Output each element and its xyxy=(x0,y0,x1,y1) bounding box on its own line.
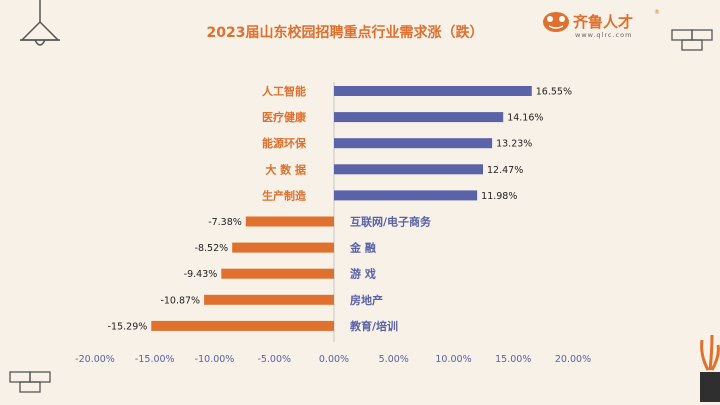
value-labels: 16.55% 14.16% 13.23% 12.47% 11.98% -7.38% -8.5… xyxy=(108,87,572,333)
value-label-6: -8.52% xyxy=(195,243,229,254)
category-label-9: 教育/培训 xyxy=(349,319,398,333)
bar-series xyxy=(151,86,532,331)
value-label-4: 11.98% xyxy=(481,191,517,202)
x-tick-label-0: -20.00% xyxy=(75,354,115,365)
category-label-7: 游 戏 xyxy=(350,267,376,281)
category-label-6: 金 融 xyxy=(349,241,376,255)
brand-logo: 齐鲁人才 ® www.qlrc.com xyxy=(543,9,660,39)
frog-logo-icon xyxy=(543,12,569,32)
value-label-5: -7.38% xyxy=(208,217,242,228)
x-tick-label-3: -5.00% xyxy=(257,354,291,365)
brick-decoration-bottom-left-icon xyxy=(9,371,51,393)
x-tick-label-6: 10.00% xyxy=(435,354,471,365)
brand-name: 齐鲁人才 xyxy=(573,13,633,31)
value-label-7: -9.43% xyxy=(184,269,218,280)
brick-decoration-top-right-icon xyxy=(671,29,713,51)
category-label-8: 房地产 xyxy=(350,293,383,307)
hanging-lamp-icon xyxy=(20,0,60,46)
bar-8 xyxy=(204,294,334,305)
bar-4 xyxy=(334,190,478,201)
x-tick-label-2: -10.00% xyxy=(195,354,235,365)
bar-2 xyxy=(334,138,493,149)
category-label-0: 人工智能 xyxy=(262,84,306,98)
value-label-0: 16.55% xyxy=(536,87,572,98)
value-label-8: -10.87% xyxy=(160,295,200,306)
x-tick-label-4: 0.00% xyxy=(319,354,349,365)
bar-3 xyxy=(334,164,484,175)
x-tick-label-1: -15.00% xyxy=(135,354,175,365)
bar-0 xyxy=(334,86,532,96)
category-label-3: 大 数 据 xyxy=(265,162,306,176)
chart-title: 2023届山东校园招聘重点行业需求涨（跌） xyxy=(207,24,484,41)
value-label-2: 13.23% xyxy=(496,139,532,150)
category-label-2: 能源环保 xyxy=(262,136,307,150)
brand-url: www.qlrc.com xyxy=(575,31,632,39)
bar-5 xyxy=(245,216,334,227)
brand-registered-mark: ® xyxy=(654,9,660,16)
value-label-3: 12.47% xyxy=(487,165,523,176)
value-label-1: 14.16% xyxy=(507,113,543,124)
bar-6 xyxy=(232,242,334,253)
bar-9 xyxy=(151,320,334,331)
category-label-5: 互联网/电子商务 xyxy=(350,215,432,229)
x-tick-label-5: 5.00% xyxy=(379,354,409,365)
x-tick-label-7: 15.00% xyxy=(495,354,531,365)
potted-plant-icon xyxy=(700,334,720,402)
value-label-9: -15.29% xyxy=(108,321,148,332)
x-axis-tick-labels: -20.00% -15.00% -10.00% -5.00% 0.00% 5.00% 10.… xyxy=(75,354,591,365)
x-tick-label-8: 20.00% xyxy=(555,354,591,365)
category-label-1: 医疗健康 xyxy=(262,110,307,124)
bar-1 xyxy=(334,112,504,123)
bar-7 xyxy=(221,268,334,279)
category-label-4: 生产制造 xyxy=(262,188,307,202)
